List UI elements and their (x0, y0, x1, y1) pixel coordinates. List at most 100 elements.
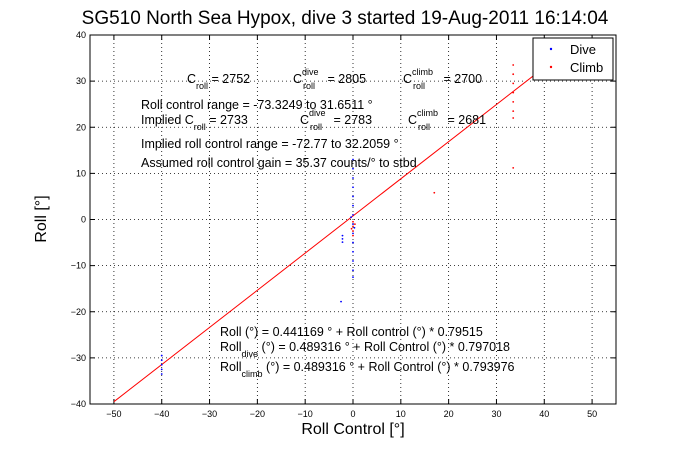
fit-dive-equation: Rolldive (°) = 0.489316 ° + Roll Control… (220, 340, 510, 359)
climb-point (352, 230, 354, 232)
fit-line (113, 57, 557, 403)
x-tick-label: −10 (298, 409, 313, 419)
c-climb-sup: climb (412, 67, 433, 77)
implied-c-value: = 2733 (206, 113, 248, 127)
fit-climb-post: (°) = 0.489316 ° + Roll Control (°) * 0.… (263, 360, 515, 374)
c-climb-letter: C (403, 72, 412, 86)
dive-point (160, 354, 163, 357)
dive-point (352, 195, 354, 198)
implied-dive-letter: C (300, 113, 309, 127)
climb-point (512, 82, 515, 85)
dive-point (352, 213, 354, 216)
points-layer (160, 64, 515, 375)
dive-point (341, 237, 344, 240)
roll-control-gain: Assumed roll control gain = 35.37 counts… (141, 156, 417, 170)
x-axis: −50 −40 −30 −20 −10 0 10 20 30 40 50 (106, 35, 597, 419)
dive-point (352, 186, 354, 189)
c-roll-letter: C (187, 72, 196, 86)
legend-dive-marker (549, 47, 553, 51)
climb-point (433, 191, 436, 194)
dive-point (352, 260, 354, 262)
climb-point (512, 166, 515, 169)
c-dive-letter: C (293, 72, 302, 86)
dive-point (352, 177, 354, 179)
c-climb-sub: roll (413, 81, 425, 91)
x-tick-label: −40 (154, 409, 169, 419)
c-dive-sub: roll (303, 81, 315, 91)
implied-c-sub: roll (194, 122, 206, 132)
x-axis-label: Roll Control [°] (301, 421, 404, 438)
fit-dive-pre: Roll (220, 340, 242, 354)
dive-point (352, 204, 354, 207)
y-tick-label: −30 (71, 353, 86, 363)
y-tick-label: 30 (76, 76, 86, 86)
y-axis-label: Roll [°] (33, 195, 50, 242)
x-tick-label: 30 (491, 409, 501, 419)
fit-climb-pre: Roll (220, 360, 242, 374)
climb-point (350, 227, 353, 230)
c-roll-text: Croll = 2752 (187, 72, 250, 91)
fit-dive-post: (°) = 0.489316 ° + Roll Control (°) * 0.… (258, 340, 510, 354)
x-tick-label: −50 (106, 409, 121, 419)
y-tick-label: 40 (76, 30, 86, 40)
implied-dive-sub: roll (310, 122, 322, 132)
y-tick-label: 0 (81, 215, 86, 225)
climb-point (512, 73, 515, 76)
legend-climb-label: Climb (570, 60, 603, 75)
implied-dive-text: Cdive roll = 2783 (300, 108, 372, 132)
dive-point (160, 359, 163, 362)
implied-c-letter: Implied C (141, 113, 194, 127)
implied-roll-control-range: Implied roll control range = -72.77 to 3… (141, 137, 399, 151)
y-tick-label: −40 (71, 399, 86, 409)
grid (90, 34, 616, 405)
dive-point (160, 373, 163, 375)
y-axis: −40 −30 −20 −10 0 10 20 30 40 (71, 30, 616, 409)
x-tick-label: 20 (444, 409, 454, 419)
implied-dive-value: = 2783 (330, 113, 372, 127)
fit-dive-sub: dive (242, 349, 259, 359)
dive-point (353, 226, 356, 229)
fit-climb-sub: climb (242, 369, 263, 379)
c-climb-value: = 2700 (440, 72, 482, 86)
dive-point (352, 223, 354, 226)
y-tick-label: 20 (76, 122, 86, 132)
legend: Dive Climb (532, 37, 614, 81)
y-tick-label: 10 (76, 168, 86, 178)
climb-point (512, 117, 515, 119)
dive-point (352, 241, 354, 244)
dive-point (160, 363, 163, 366)
c-dive-value: = 2805 (324, 72, 366, 86)
implied-climb-sub: roll (418, 122, 430, 132)
c-roll-value: = 2752 (208, 72, 250, 86)
x-tick-label: 50 (587, 409, 597, 419)
implied-climb-value: = 2681 (444, 113, 486, 127)
c-dive-text: Cdive roll = 2805 (293, 67, 366, 91)
y-tick-label: −20 (71, 307, 86, 317)
implied-climb-sup: climb (417, 108, 438, 118)
dive-point (160, 368, 163, 371)
x-tick-label: 40 (539, 409, 549, 419)
dive-point (352, 269, 354, 272)
x-tick-label: −20 (250, 409, 265, 419)
dive-point (352, 232, 354, 235)
legend-dive-label: Dive (570, 42, 596, 57)
climb-point (352, 234, 354, 237)
climb-point (512, 100, 515, 103)
fit-climb-equation: Rollclimb (°) = 0.489316 ° + Roll Contro… (220, 360, 515, 379)
dive-point (352, 158, 354, 161)
c-roll-sub: roll (196, 81, 208, 91)
climb-point (512, 110, 515, 113)
dive-point (340, 300, 342, 303)
climb-point (354, 223, 356, 226)
c-climb-text: Cclimb roll = 2700 (403, 67, 482, 91)
dive-point (352, 250, 354, 253)
climb-point (352, 225, 354, 228)
annotations: Croll = 2752 Cdive roll = 2805 Cclimb roll… (141, 67, 515, 379)
implied-dive-sup: dive (309, 108, 326, 118)
climb-point (352, 220, 354, 223)
dive-point (352, 167, 354, 170)
dive-point (341, 241, 344, 244)
fit-line-layer (113, 57, 557, 403)
dive-point (341, 234, 344, 237)
